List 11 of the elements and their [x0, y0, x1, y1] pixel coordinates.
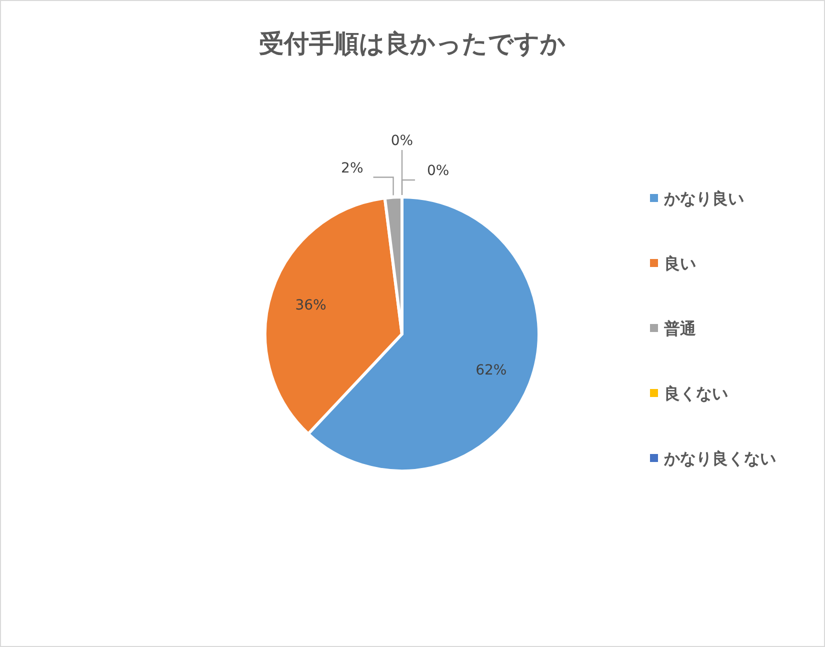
data-label: 2% — [341, 160, 364, 176]
legend-label: 良くない — [664, 384, 728, 403]
chart-title: 受付手順は良かったですか — [259, 29, 566, 58]
data-label: 62% — [476, 362, 507, 378]
text: 0% — [427, 163, 450, 179]
legend-label: 普通 — [663, 319, 697, 338]
legend-label: かなり良い — [663, 189, 744, 208]
data-label: 36% — [295, 297, 326, 314]
legend-label: 良い — [664, 254, 696, 273]
legend-label: かなり良くない — [663, 449, 776, 468]
text: 0% — [390, 133, 414, 149]
